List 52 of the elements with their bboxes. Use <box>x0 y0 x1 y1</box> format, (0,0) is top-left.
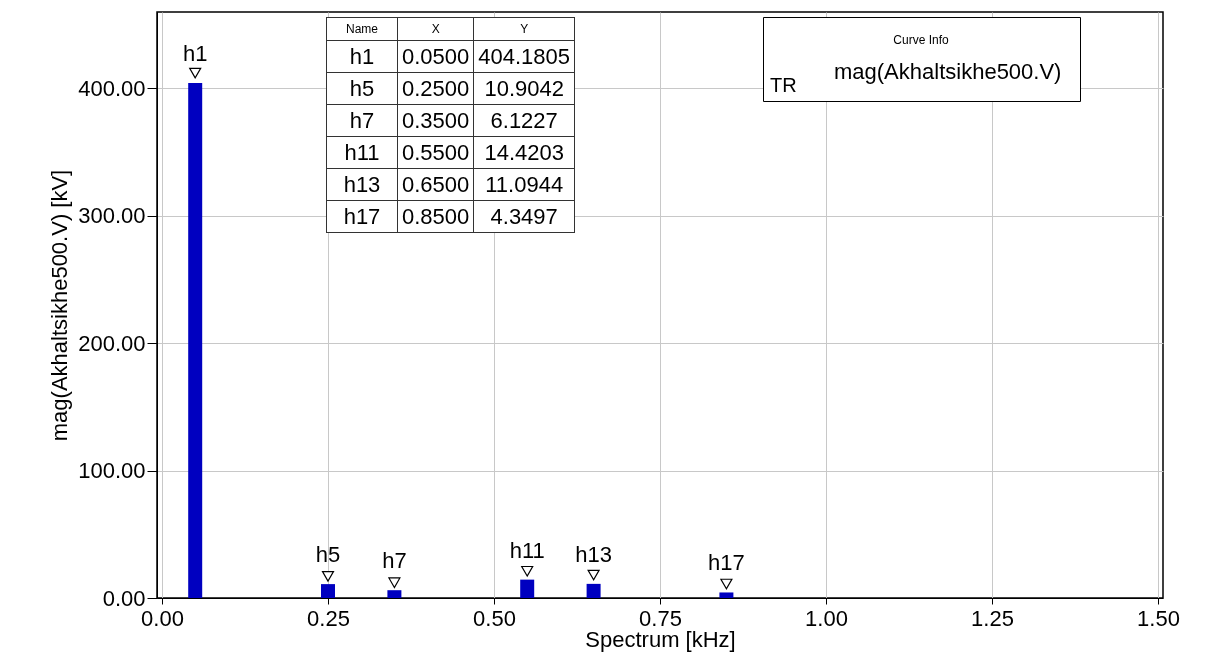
point <box>720 578 733 590</box>
annotation: Y <box>473 17 575 41</box>
text: mag(Akhaltsikhe500.V) <box>834 58 1062 84</box>
y-tick-label: 400.00 <box>78 75 146 101</box>
point <box>587 569 600 581</box>
y-tick-label: 100.00 <box>78 458 146 484</box>
text: 404.1805 <box>478 43 571 69</box>
x-tick-label: 0.25 <box>307 605 350 631</box>
annotation: h1 <box>182 41 208 67</box>
annotation: 0.5500 <box>397 136 474 169</box>
annotation: TR <box>770 74 797 96</box>
text: 11.0944 <box>485 171 564 197</box>
annotation: h5 <box>315 542 341 568</box>
bar <box>719 592 734 598</box>
bar <box>321 584 335 598</box>
point <box>521 565 534 577</box>
text: h17 <box>343 203 381 229</box>
text: 14.4203 <box>484 139 564 165</box>
bar <box>188 83 203 598</box>
annotation: 0.6500 <box>397 168 474 201</box>
annotation: h7 <box>382 548 407 574</box>
text: 6.1227 <box>490 107 558 133</box>
annotation: X <box>397 17 474 41</box>
text: 4.3497 <box>490 203 558 229</box>
annotation: Name <box>326 17 398 41</box>
bar <box>387 590 402 598</box>
y-tick-label: 300.00 <box>78 203 146 229</box>
annotation: 0.3500 <box>397 104 474 137</box>
x-tick-label: 1.25 <box>971 605 1014 631</box>
x-tick-label: 1.00 <box>805 605 848 631</box>
annotation: h11 <box>509 537 545 563</box>
point <box>388 577 401 589</box>
bar <box>586 583 601 598</box>
text: h11 <box>344 139 380 165</box>
annotation: 0.0500 <box>397 40 474 73</box>
y-tick-label: 200.00 <box>78 330 146 356</box>
text: 10.9042 <box>484 75 564 101</box>
bar <box>520 579 535 598</box>
point <box>321 571 335 582</box>
text: h5 <box>349 75 375 101</box>
annotation: 0.2500 <box>397 72 474 105</box>
text: h13 <box>343 171 381 197</box>
text: h1 <box>349 43 375 69</box>
point <box>189 67 202 79</box>
x-tick-label: 0.50 <box>473 605 516 631</box>
legend-title: Curve Info <box>893 33 950 47</box>
annotation: 0.8500 <box>397 200 474 233</box>
x-tick-label: 1.50 <box>1137 605 1180 631</box>
text: h7 <box>349 107 375 133</box>
y-axis-title: mag(Akhaltsikhe500.V) [kV] <box>47 169 73 442</box>
annotation: h17 <box>708 550 745 576</box>
annotation: h13 <box>575 541 612 567</box>
